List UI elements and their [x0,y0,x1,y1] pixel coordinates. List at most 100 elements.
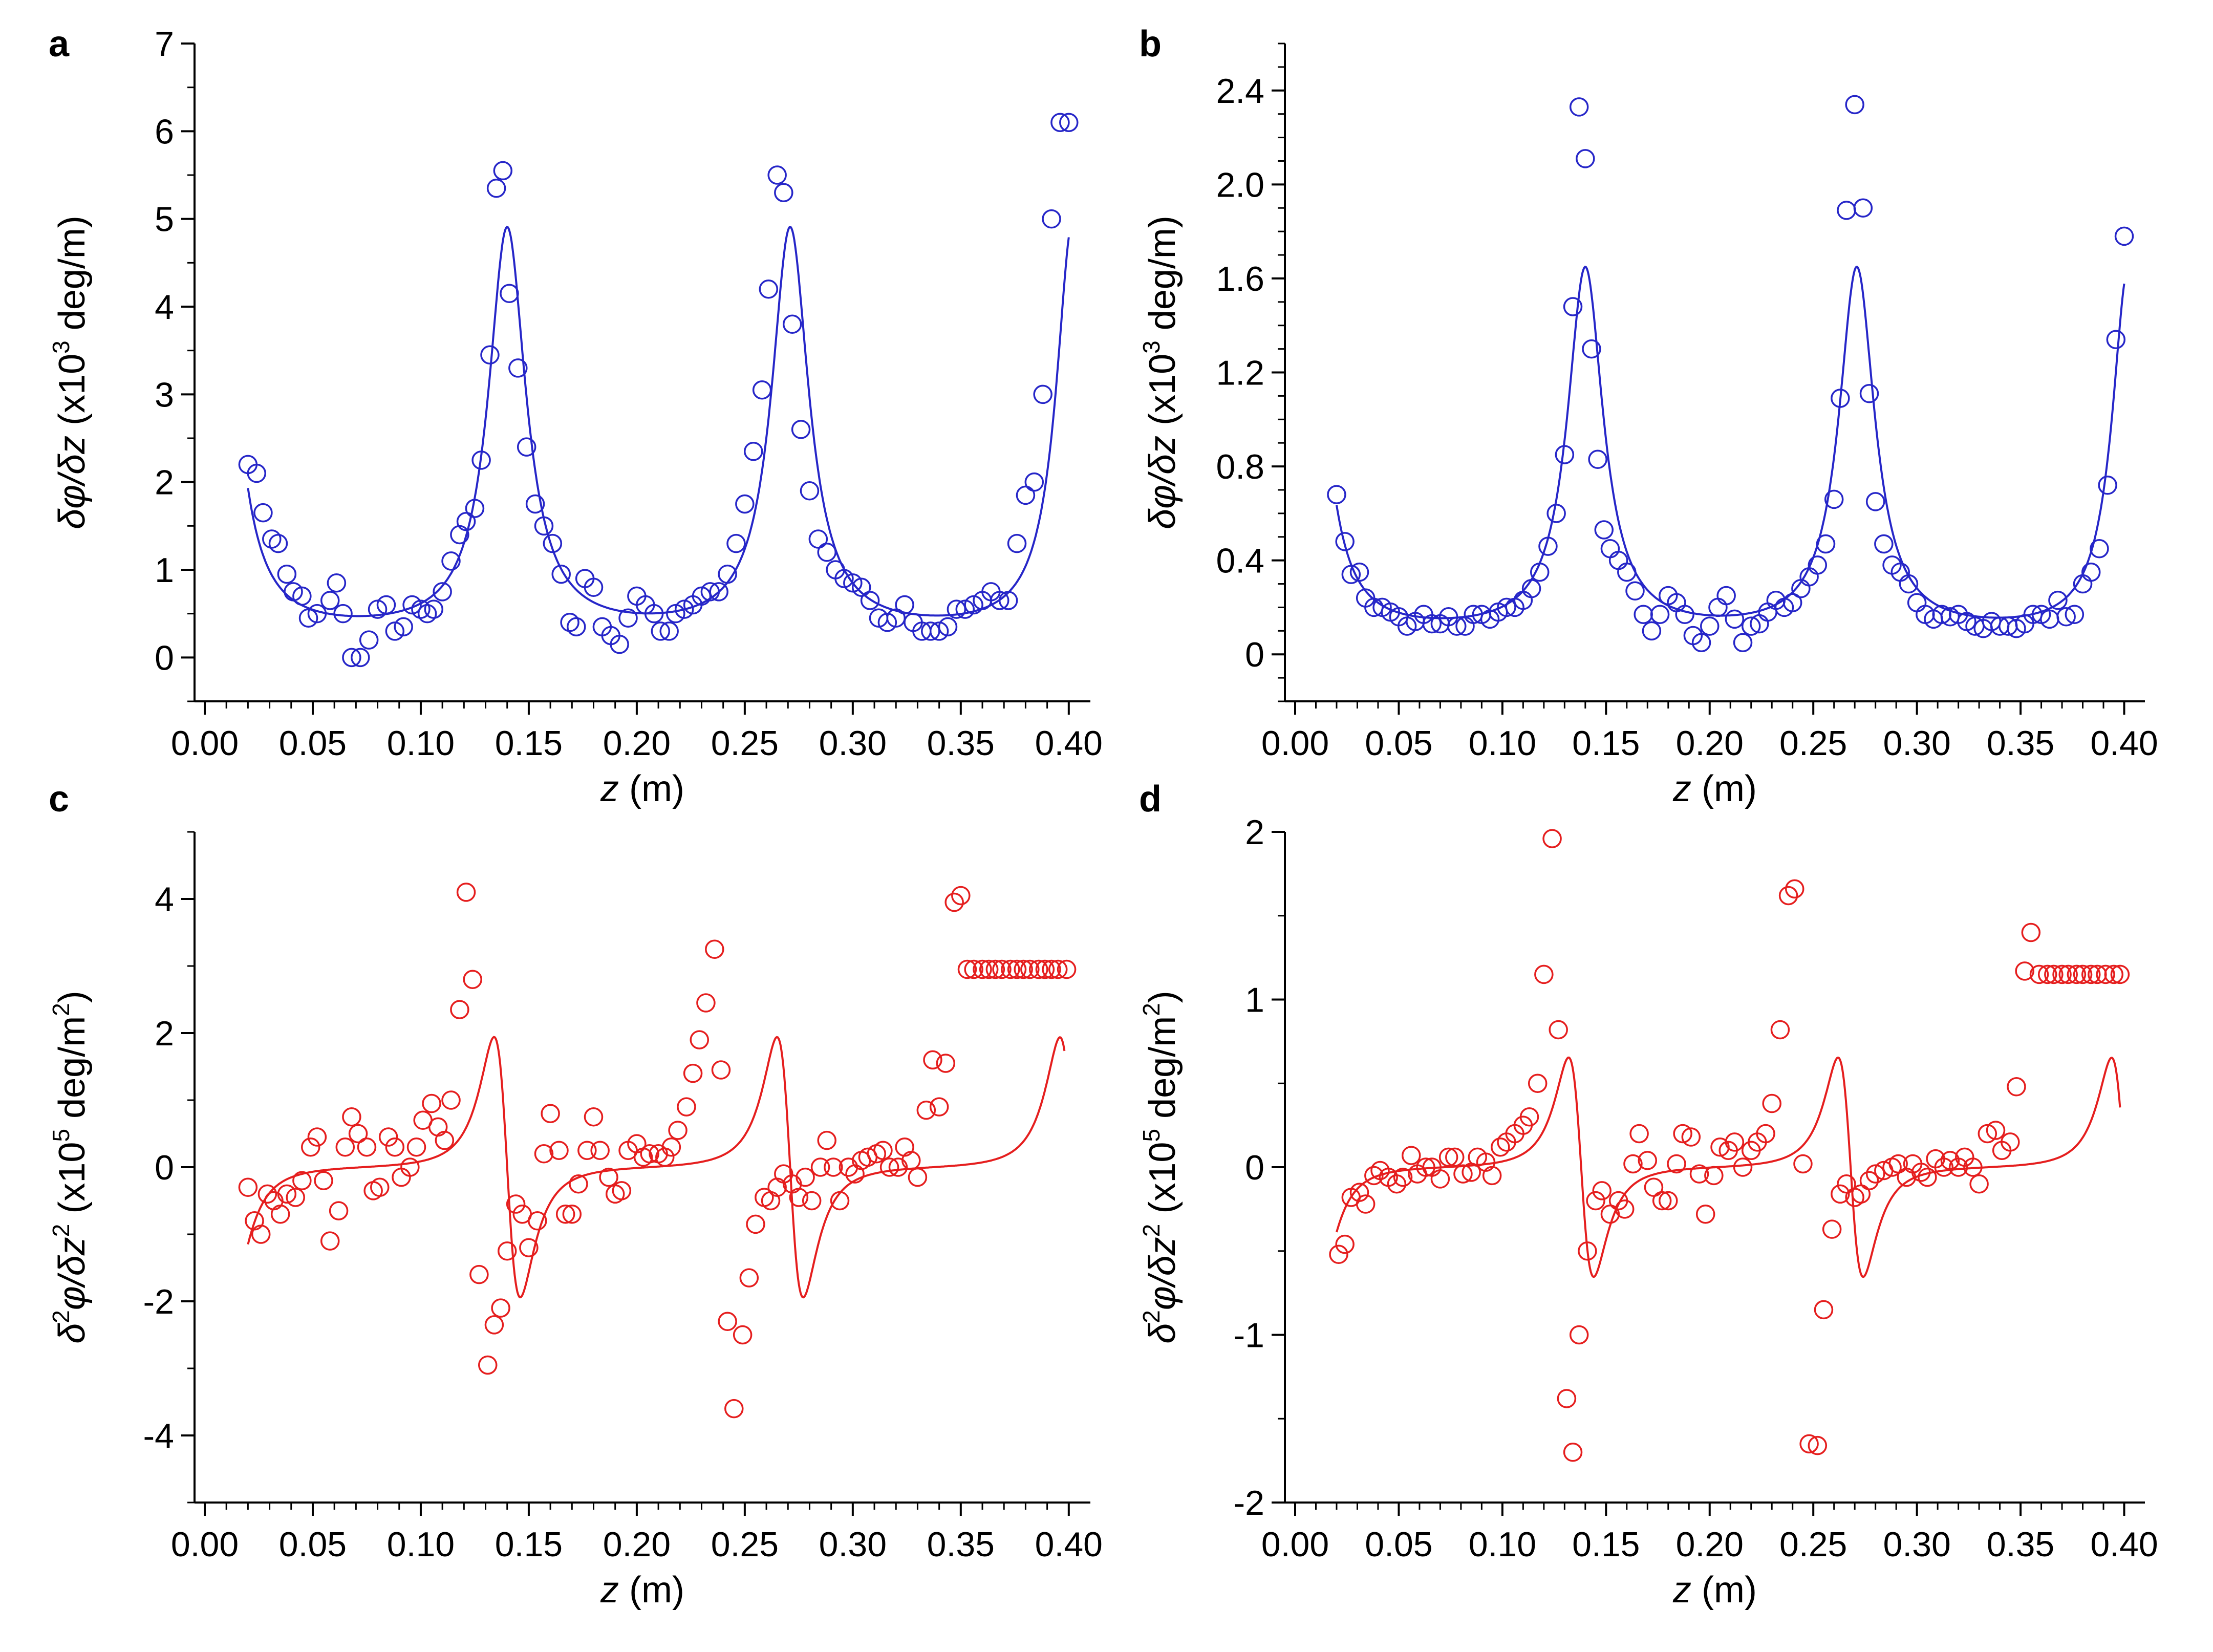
data-point [964,595,983,615]
data-point [277,1184,297,1204]
data-point [599,1167,618,1187]
data-point [1482,1166,1502,1186]
data-point [640,1144,659,1164]
data-point [1557,1389,1577,1408]
data-point [709,582,728,602]
data-point [1447,616,1467,636]
data-point [569,1174,588,1194]
data-point [286,1188,305,1207]
x-tick-label: 0.00 [1261,1525,1329,1564]
data-point [1785,879,1804,899]
data-point [1028,959,1048,979]
x-tick-label: 0.15 [495,724,563,763]
data-point [929,1097,949,1117]
x-tick-label: 0.30 [1883,1525,1950,1564]
data-point [1569,1325,1589,1345]
x-axis-title: z (m) [1672,1570,1757,1611]
data-point [824,1157,843,1177]
y-tick-label: 6 [155,112,174,151]
data-point [782,314,802,334]
data-point [534,1144,554,1164]
data-point [2001,1132,2020,1152]
data-point [1667,1154,1686,1174]
data-point [929,621,949,641]
data-point [441,1090,461,1110]
panel-label-c: c [49,779,69,820]
data-point [711,1060,731,1080]
x-tick-label: 0.25 [1779,724,1847,763]
data-point [411,599,431,619]
y-tick-label: 2 [155,1014,174,1053]
data-point [802,1191,822,1211]
data-point [370,1177,390,1197]
data-point [1588,449,1607,469]
y-tick-label: 1 [1245,981,1264,1020]
data-point [886,608,906,628]
data-point [923,1050,942,1070]
data-point [320,1231,340,1251]
data-point [1741,616,1761,636]
data-point [351,648,370,668]
data-point [2110,964,2130,984]
data-point [292,586,312,606]
data-point [491,1298,510,1318]
x-tick-label: 0.40 [1035,1525,1103,1564]
data-point [1549,1020,1568,1040]
x-tick-label: 0.10 [387,724,455,763]
data-point [610,634,629,654]
data-point [810,1157,830,1177]
y-tick-label: 2 [1245,813,1264,852]
data-point [1808,555,1828,575]
x-tick-label: 0.10 [387,1525,455,1564]
data-point [394,617,413,637]
data-point [1907,593,1927,612]
data-point [998,591,1018,610]
panel-c: c 0.00 0.05 0.10 0.15 0.20 0.25 0.30 0.35 0.40 -4 -… [48,779,1103,1611]
data-point [1014,959,1033,979]
data-point [767,165,787,185]
panel-a: a 0.00 0.05 0.10 0.15 0.20 0.25 0.30 0.35 0.40 0 1 2… [48,24,1103,809]
x-tick-label: 0.30 [1883,724,1950,763]
data-point [1578,1241,1597,1261]
x-axis-title: z (m) [1672,768,1757,809]
data-point [1638,1151,1658,1170]
data-point [1057,959,1077,979]
data-point [735,494,755,514]
data-point [2090,539,2109,559]
x-tick-label: 0.35 [927,1525,995,1564]
data-point [1491,1137,1510,1157]
data-point [2052,964,2072,984]
data-point [1020,959,1040,979]
data-point [506,1194,526,1214]
data-point [307,604,327,624]
data-point [661,1137,681,1157]
data-point [817,1130,836,1150]
data-point [1327,485,1346,504]
x-tick-label: 0.20 [603,724,671,763]
data-point [1770,1020,1790,1040]
data-point [1897,1167,1917,1187]
data-point [877,613,897,632]
x-tick-label: 0.30 [819,724,887,763]
data-point [298,608,318,628]
data-point [1393,1167,1413,1187]
data-point [1652,1191,1672,1211]
data-point [2015,961,2034,981]
data-point [1814,1300,1834,1320]
y-axis-title: δ2φ/δz2 (x105 deg/m2) [48,991,93,1344]
y-tick-label: 5 [155,200,174,239]
data-point [851,577,871,597]
x-tick-label: 0.10 [1469,1525,1536,1564]
data-point [406,1137,426,1157]
data-point [1521,578,1541,598]
data-point [1859,1171,1879,1190]
y-tick-label: 2 [155,463,174,502]
data-point [385,1137,405,1157]
data-point [422,1093,441,1113]
data-point [938,617,958,637]
y-tick-label: 0 [155,638,174,677]
data-point [873,1141,893,1160]
data-point [1625,581,1645,601]
data-point [1710,1137,1730,1157]
data-point [733,1325,753,1345]
